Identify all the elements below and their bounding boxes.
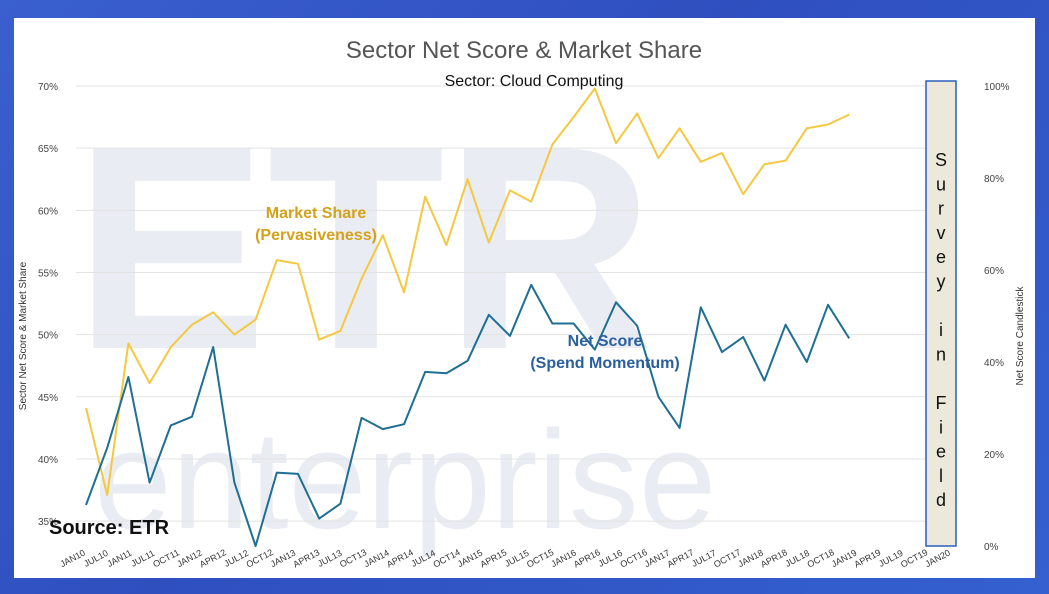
right-y-tick-label: 0% xyxy=(984,542,999,553)
survey-letter: d xyxy=(936,490,946,510)
right-y-tick-label: 40% xyxy=(984,358,1004,369)
right-y-tick-label: 100% xyxy=(984,82,1010,93)
series-lines xyxy=(85,87,851,547)
source-label: Source: ETR xyxy=(49,517,170,539)
survey-letter: n xyxy=(936,344,946,364)
left-y-tick-label: 50% xyxy=(38,331,58,342)
survey-letter: u xyxy=(936,174,946,194)
survey-letter: r xyxy=(938,199,944,219)
left-y-tick-label: 40% xyxy=(38,455,58,466)
watermark-enterprise-logo: enterprise xyxy=(94,401,717,558)
survey-letter: l xyxy=(939,466,943,486)
x-tick-label: JUL19 xyxy=(877,548,905,569)
right-y-tick-label: 20% xyxy=(984,450,1004,461)
x-tick-label: APR19 xyxy=(853,547,883,569)
market-share-label-line2: (Pervasiveness) xyxy=(255,227,377,244)
x-ticks: JAN10JUL10JAN11JUL11OCT11JAN12APR12JUL12… xyxy=(58,547,952,569)
survey-letter: e xyxy=(936,247,946,267)
right-y-tick-label: 80% xyxy=(984,174,1004,185)
right-y-tick-label: 60% xyxy=(984,266,1004,277)
left-y-tick-label: 35% xyxy=(38,517,58,528)
watermark-etr-logo: ETR xyxy=(74,86,654,410)
survey-letter: v xyxy=(937,223,946,243)
market-share-label-line1: Market Share xyxy=(266,205,367,222)
x-tick-label: OCT19 xyxy=(899,547,929,569)
survey-letter: i xyxy=(939,320,943,340)
survey-letter: y xyxy=(937,272,946,292)
chart-subtitle: Sector: Cloud Computing xyxy=(445,73,624,90)
survey-letter: F xyxy=(936,393,947,413)
chart-title: Sector Net Score & Market Share xyxy=(346,37,702,64)
survey-letter: e xyxy=(936,442,946,462)
survey-letter: S xyxy=(935,150,947,170)
x-tick-label: JAN19 xyxy=(830,548,859,570)
x-tick-label: APR18 xyxy=(759,547,789,569)
gridlines xyxy=(76,85,934,522)
x-tick-label: JAN20 xyxy=(923,548,952,570)
x-tick-label: JAN18 xyxy=(736,548,765,570)
etr-watermark: ETR enterprise xyxy=(74,86,717,558)
left-y-tick-label: 45% xyxy=(38,393,58,404)
net-score-label-line2: (Spend Momentum) xyxy=(530,355,679,372)
x-tick-label: OCT18 xyxy=(806,547,836,569)
x-tick-label: JAN10 xyxy=(58,548,87,570)
survey-in-field-box xyxy=(925,80,957,547)
x-tick-label: JUL18 xyxy=(783,548,811,569)
x-tick-label: OCT17 xyxy=(712,547,742,569)
right-y-ticks: 0% 20% 40% 60% 80% 100% xyxy=(984,82,1010,553)
left-y-tick-label: 70% xyxy=(38,82,58,93)
right-y-axis-label: Net Score Candlestick xyxy=(1015,286,1026,386)
net-score-line xyxy=(85,283,851,547)
left-y-ticks: 35% 40% 45% 50% 55% 60% 65% 70% xyxy=(38,82,58,528)
left-y-axis-label: Sector Net Score & Market Share xyxy=(18,261,29,410)
left-y-tick-label: 60% xyxy=(38,206,58,217)
survey-letter: i xyxy=(939,417,943,437)
net-score-label-line1: Net Score xyxy=(568,333,643,350)
market-share-line xyxy=(85,87,850,496)
left-y-tick-label: 55% xyxy=(38,268,58,279)
left-y-tick-label: 65% xyxy=(38,144,58,155)
